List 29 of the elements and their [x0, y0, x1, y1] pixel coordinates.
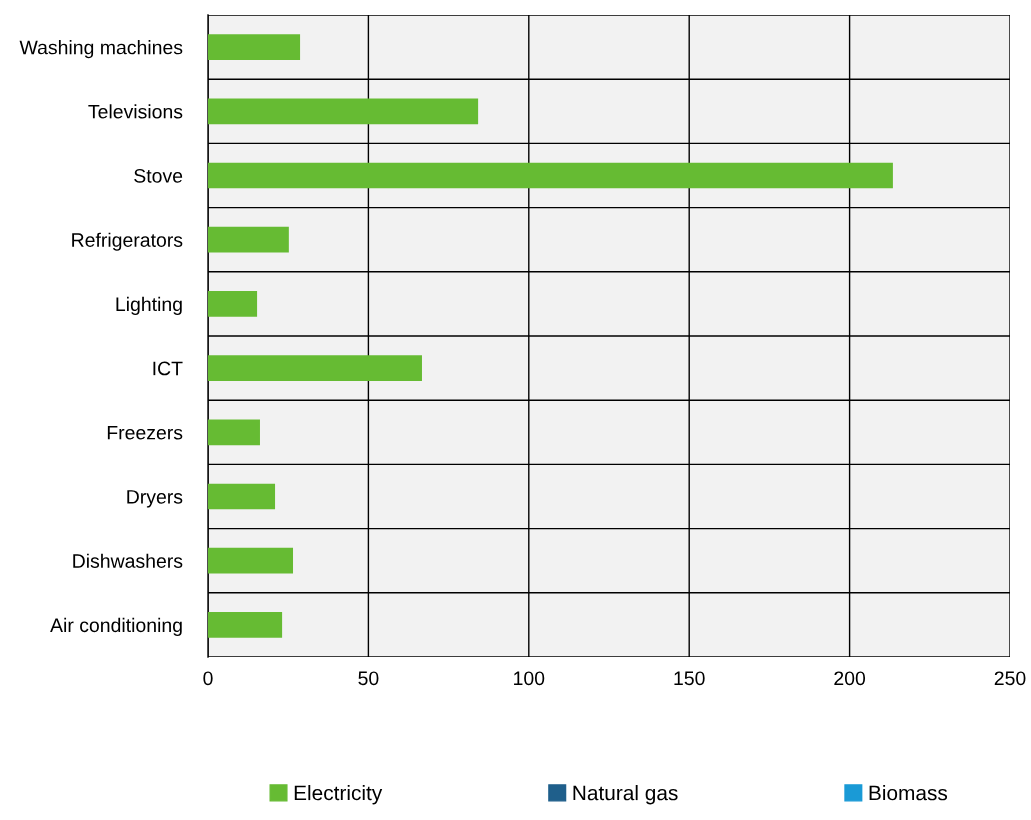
bar	[208, 483, 276, 510]
bar	[208, 34, 301, 60]
y-tick-label: Lighting	[116, 296, 182, 315]
y-tick-label: Air conditioning	[50, 617, 182, 636]
x-tick-label: 50	[358, 671, 379, 686]
legend-label: Biomass	[869, 785, 948, 801]
legend-label: Electricity	[294, 785, 383, 805]
y-tick-label: Freezers	[107, 425, 183, 440]
x-tick-label: 100	[514, 671, 545, 686]
bar	[208, 547, 294, 574]
bar	[208, 291, 258, 317]
bar	[208, 612, 283, 638]
bar	[208, 355, 422, 381]
bar	[208, 162, 893, 189]
y-tick-label: Dishwashers	[73, 553, 183, 568]
bar	[208, 226, 289, 253]
y-tick-label: Dryers	[127, 490, 183, 508]
y-tick-label: Stove	[134, 168, 183, 183]
bar	[208, 98, 479, 125]
y-tick-label: ICT	[153, 361, 183, 376]
x-tick-label: 250	[994, 671, 1026, 686]
legend-label: Natural gas	[573, 785, 678, 805]
y-tick-label: Washing machines	[19, 40, 183, 59]
x-tick-label: 150	[674, 671, 705, 686]
y-tick-label: Televisions	[88, 104, 183, 119]
y-tick-label: Refrigerators	[72, 232, 183, 251]
x-tick-label: 200	[834, 671, 866, 686]
x-tick-label: 0	[203, 671, 213, 686]
bar	[208, 419, 260, 446]
